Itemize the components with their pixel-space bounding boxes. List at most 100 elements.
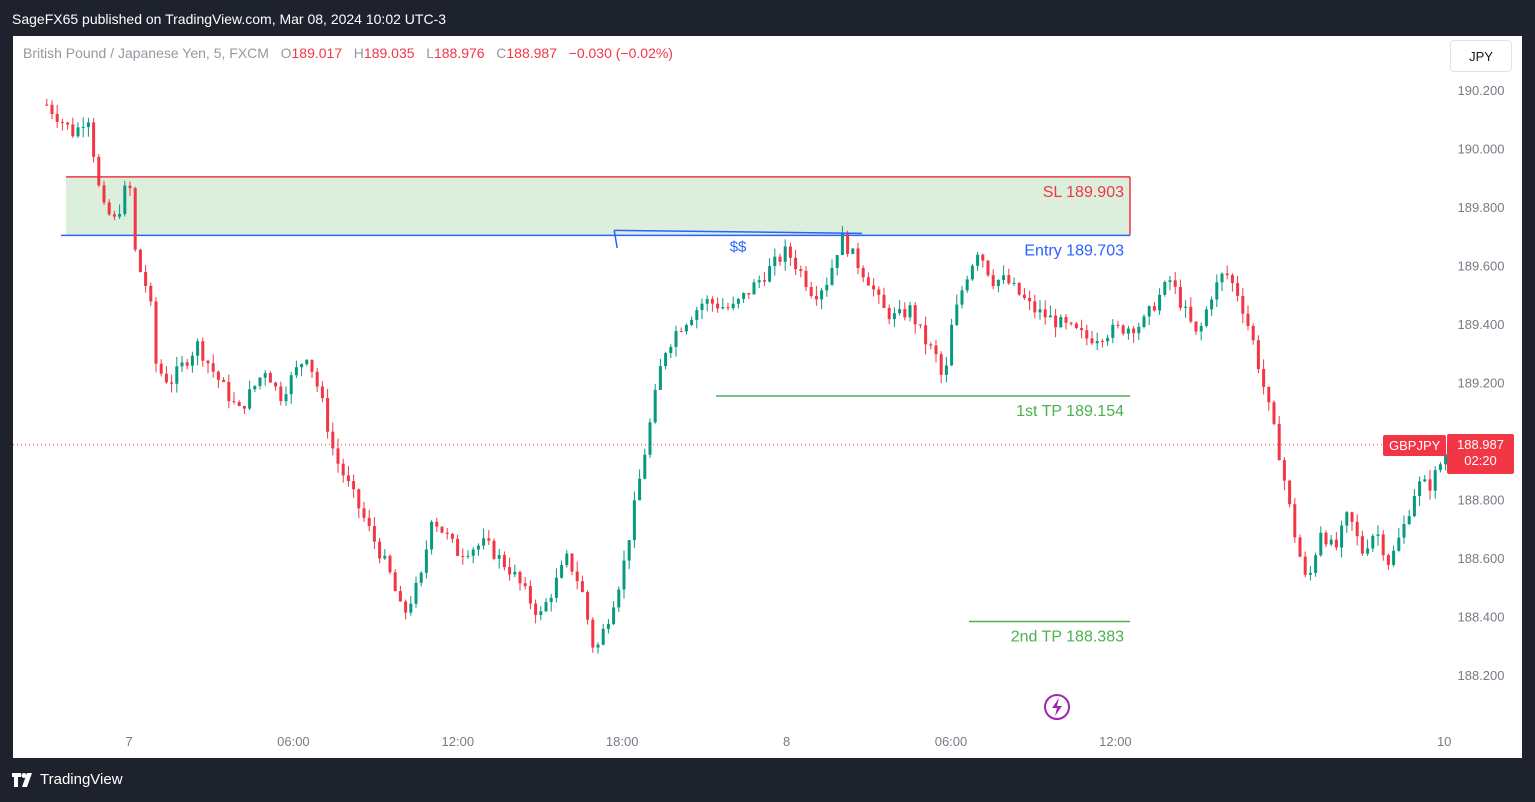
candle-body bbox=[830, 267, 834, 285]
candle-body bbox=[1225, 273, 1229, 276]
candle-body bbox=[1028, 297, 1032, 302]
currency-button[interactable]: JPY bbox=[1450, 40, 1512, 72]
tradingview-logo-icon bbox=[12, 772, 32, 787]
candle-body bbox=[986, 260, 990, 276]
candle-body bbox=[404, 601, 408, 613]
candle-body bbox=[492, 540, 496, 559]
candle-body bbox=[1277, 423, 1281, 461]
candle-body bbox=[1376, 534, 1380, 536]
publish-info: SageFX65 published on TradingView.com, M… bbox=[12, 11, 446, 27]
y-axis-tick-label: 189.600 bbox=[1458, 259, 1505, 274]
symbol-legend: British Pound / Japanese Yen, 5, FXCM O1… bbox=[23, 45, 673, 61]
candle-body bbox=[596, 644, 600, 648]
y-axis-tick-label: 189.800 bbox=[1458, 200, 1505, 215]
candle-body bbox=[487, 538, 491, 541]
candle-body bbox=[211, 363, 215, 372]
candle-body bbox=[107, 202, 111, 215]
candle-body bbox=[1433, 470, 1437, 491]
candle-body bbox=[482, 538, 486, 546]
candle-body bbox=[159, 363, 163, 374]
candle-body bbox=[684, 325, 688, 332]
candle-body bbox=[955, 304, 959, 325]
candle-body bbox=[1152, 306, 1156, 311]
candle-body bbox=[1397, 537, 1401, 551]
candle-body bbox=[918, 324, 922, 326]
close-label: C bbox=[496, 45, 507, 61]
candle-body bbox=[778, 256, 782, 262]
candle-body bbox=[1017, 282, 1021, 295]
candle-body bbox=[253, 385, 257, 390]
candle-body bbox=[643, 454, 647, 479]
candle-body bbox=[1199, 325, 1203, 332]
stop-loss-zone bbox=[66, 176, 1130, 236]
candle-body bbox=[1132, 328, 1136, 334]
candle-body bbox=[1319, 532, 1323, 556]
candle-body bbox=[1158, 294, 1162, 311]
candle-body bbox=[939, 354, 943, 375]
candle-body bbox=[1407, 516, 1411, 524]
candle-body bbox=[658, 366, 662, 390]
candle-body bbox=[310, 359, 314, 372]
candle-body bbox=[1173, 280, 1177, 287]
candle-body bbox=[664, 353, 668, 367]
candle-body bbox=[653, 389, 657, 423]
candle-body bbox=[898, 309, 902, 314]
candle-body bbox=[445, 532, 449, 534]
candle-body bbox=[185, 362, 189, 366]
x-axis-tick-label: 8 bbox=[783, 734, 790, 749]
candle-body bbox=[409, 603, 413, 613]
candle-body bbox=[66, 122, 70, 125]
candle-body bbox=[934, 345, 938, 355]
chart-pane[interactable]: SL 189.903 Entry 189.703 1st TP 189.154 2nd… bbox=[13, 36, 1522, 758]
candle-body bbox=[1381, 534, 1385, 556]
x-axis-tick-label: 12:00 bbox=[442, 734, 475, 749]
candle-body bbox=[357, 489, 361, 509]
candle-body bbox=[196, 341, 200, 356]
last-price-value: 188.987 bbox=[1457, 437, 1504, 452]
candle-body bbox=[97, 156, 101, 186]
candle-body bbox=[138, 249, 142, 273]
tradingview-logo[interactable]: TradingView bbox=[12, 771, 123, 788]
low-value: 188.976 bbox=[433, 45, 485, 61]
candle-body bbox=[872, 285, 876, 290]
candle-body bbox=[268, 373, 272, 383]
candle-body bbox=[695, 309, 699, 320]
candle-body bbox=[175, 366, 179, 384]
high-value: 189.035 bbox=[363, 45, 415, 61]
candle-body bbox=[560, 565, 564, 578]
candle-body bbox=[170, 382, 174, 384]
high-label: H bbox=[353, 45, 364, 61]
candle-body bbox=[908, 305, 912, 318]
candle-body bbox=[331, 431, 335, 449]
candle-body bbox=[1246, 313, 1250, 326]
candle-body bbox=[846, 232, 850, 254]
candle-body bbox=[367, 517, 371, 527]
candle-body bbox=[1308, 572, 1312, 575]
candle-body bbox=[320, 386, 324, 399]
candle-body bbox=[1106, 337, 1110, 342]
candle-body bbox=[591, 619, 595, 648]
candle-body bbox=[1163, 282, 1167, 295]
candlestick-chart[interactable]: SL 189.903 Entry 189.703 1st TP 189.154 2nd… bbox=[13, 36, 1522, 758]
candle-body bbox=[144, 272, 148, 286]
candle-body bbox=[731, 303, 735, 309]
candle-body bbox=[398, 591, 402, 602]
candle-body bbox=[1282, 460, 1286, 481]
candle-body bbox=[1178, 286, 1182, 308]
candle-body bbox=[86, 122, 90, 128]
candle-body bbox=[1293, 504, 1297, 538]
candle-body bbox=[274, 382, 278, 387]
candle-body bbox=[752, 282, 756, 295]
candle-body bbox=[840, 232, 844, 256]
candle-body bbox=[341, 463, 345, 476]
candle-body bbox=[102, 185, 106, 203]
candle-body bbox=[149, 285, 153, 302]
candle-body bbox=[586, 591, 590, 620]
candle-body bbox=[242, 405, 246, 409]
candle-body bbox=[388, 555, 392, 573]
tp1-label: 1st TP 189.154 bbox=[1016, 403, 1124, 420]
candle-body bbox=[1064, 317, 1068, 323]
candle-body bbox=[430, 521, 434, 550]
candle-body bbox=[887, 307, 891, 320]
y-axis-tick-label: 190.000 bbox=[1458, 142, 1505, 157]
